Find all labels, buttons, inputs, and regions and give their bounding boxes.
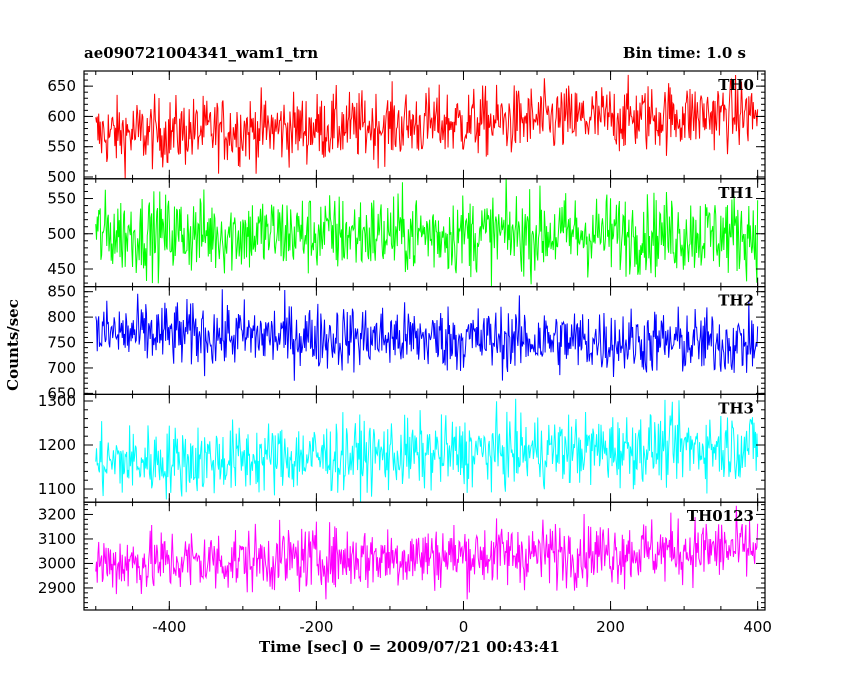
y-tick-label: 2900 xyxy=(38,579,76,597)
series-label-th2: TH2 xyxy=(718,292,754,310)
y-tick-label: 450 xyxy=(47,260,76,278)
x-tick-label: -400 xyxy=(152,618,186,636)
series-label-th1: TH1 xyxy=(718,184,754,202)
y-tick-label: 1300 xyxy=(38,392,76,410)
panel-frame-th2 xyxy=(83,286,766,396)
y-tick-label: 500 xyxy=(47,168,76,186)
x-tick-label: -200 xyxy=(299,618,333,636)
series-label-th3: TH3 xyxy=(718,399,754,417)
y-tick-label: 550 xyxy=(47,138,76,156)
x-tick-label: 200 xyxy=(596,618,625,636)
series-th0123-line xyxy=(95,505,759,600)
x-tick-label: 400 xyxy=(743,618,772,636)
x-tick-label: 0 xyxy=(459,618,469,636)
series-th1-line xyxy=(95,178,759,286)
y-tick-label: 3000 xyxy=(38,554,76,572)
y-tick-label: 600 xyxy=(47,107,76,125)
y-tick-label: 750 xyxy=(47,334,76,352)
series-th2-line xyxy=(95,289,759,381)
series-label-th0123: TH0123 xyxy=(687,507,754,525)
y-tick-label: 550 xyxy=(47,190,76,208)
y-tick-label: 800 xyxy=(47,308,76,326)
y-tick-label: 700 xyxy=(47,359,76,377)
series-label-th0: TH0 xyxy=(718,76,754,94)
y-tick-label: 1200 xyxy=(38,436,76,454)
chart-title-right: Bin time: 1.0 s xyxy=(622,44,746,62)
y-tick-label: 500 xyxy=(47,225,76,243)
y-tick-label: 850 xyxy=(47,283,76,301)
y-tick-label: 650 xyxy=(47,384,76,402)
panel-frame-th0123 xyxy=(83,501,766,611)
chart-title-left: ae090721004341_wam1_trn xyxy=(84,44,319,62)
x-axis-label: Time [sec] 0 = 2009/07/21 00:43:41 xyxy=(259,638,560,656)
y-tick-label: 650 xyxy=(47,77,76,95)
series-th3-line xyxy=(95,398,759,503)
y-axis-label: Counts/sec xyxy=(4,299,22,391)
y-tick-label: 1100 xyxy=(38,480,76,498)
y-tick-label: 3100 xyxy=(38,530,76,548)
series-th0-line xyxy=(95,74,759,179)
y-tick-label: 3200 xyxy=(38,505,76,523)
